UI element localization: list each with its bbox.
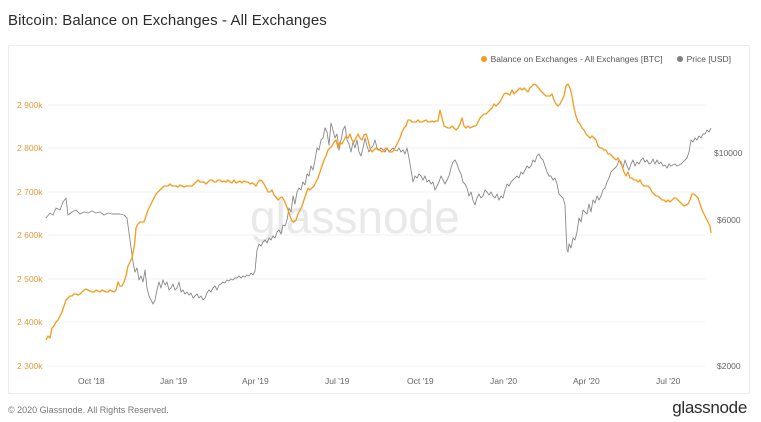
legend-dot-orange-icon [480, 56, 487, 62]
x-tick: Jan '20 [490, 376, 517, 386]
legend-item-balance[interactable]: Balance on Exchanges - All Exchanges [BT… [480, 54, 663, 64]
legend-label-balance: Balance on Exchanges - All Exchanges [BT… [490, 54, 663, 64]
x-tick: Apr '19 [242, 376, 269, 386]
x-tick: Jul '19 [325, 376, 350, 386]
legend-item-price[interactable]: Price [USD] [676, 54, 731, 64]
y-tick-left: 2 800k [17, 143, 43, 153]
x-tick: Oct '19 [407, 376, 434, 386]
gridlines [48, 104, 705, 367]
y-tick-right: $10000 [714, 148, 743, 158]
chart-panel: Balance on Exchanges - All Exchanges [BT… [8, 45, 750, 394]
copyright-notice: © 2020 Glassnode. All Rights Reserved. [8, 405, 169, 415]
y-tick-left: 2 400k [17, 317, 43, 327]
watermark: glassnode [250, 191, 460, 243]
x-tick: Apr '20 [573, 376, 600, 386]
y-tick-left: 2 300k [17, 361, 43, 371]
glassnode-logo[interactable]: glassnode [672, 398, 747, 417]
chart-legend: Balance on Exchanges - All Exchanges [BT… [480, 54, 731, 64]
y-axis-left: 2 900k 2 800k 2 700k 2 600k 2 500k 2 400… [17, 100, 43, 371]
x-tick: Jan '19 [160, 376, 187, 386]
y-tick-left: 2 500k [17, 274, 43, 284]
y-tick-left: 2 700k [17, 187, 43, 197]
y-tick-right: $6000 [717, 215, 741, 225]
y-tick-left: 2 900k [17, 100, 43, 110]
balance-line [45, 83, 712, 341]
y-tick-left: 2 600k [17, 230, 43, 240]
x-tick: Jul '20 [656, 376, 681, 386]
page-title: Bitcoin: Balance on Exchanges - All Exch… [8, 12, 327, 29]
legend-label-price: Price [USD] [686, 54, 731, 64]
price-line [45, 122, 712, 305]
x-axis: Oct '18 Jan '19 Apr '19 Jul '19 Oct '19 … [78, 376, 681, 386]
y-axis-right: $10000 $6000 $2000 [714, 148, 743, 371]
x-tick: Oct '18 [78, 376, 105, 386]
legend-dot-gray-icon [676, 56, 683, 62]
y-tick-right: $2000 [717, 361, 741, 371]
